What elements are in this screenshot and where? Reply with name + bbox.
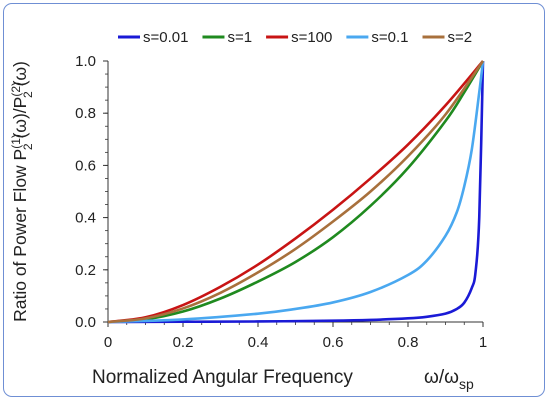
legend-label-s-0-1: s=0.1	[371, 29, 408, 46]
plot-area	[107, 60, 485, 324]
y-axis-label-part: P	[10, 97, 30, 109]
y-tick-label: 1.0	[75, 53, 96, 70]
y-tick-label: 0.0	[75, 314, 96, 331]
y-tick-label: 0.8	[75, 105, 96, 122]
x-axis-label: Normalized Angular Frequency	[92, 367, 353, 388]
legend-label-s-100: s=100	[291, 29, 332, 46]
y-axis-label-part: P	[10, 149, 30, 161]
x-tick-label: 0.8	[398, 334, 419, 351]
axes: 0 0.2 0.4 0.6 0.8 1 0.0 0.2 0.4 0.6 0.8 1.0	[75, 53, 487, 351]
y-axis-label-part: (1)	[9, 134, 23, 149]
x-tick-label: 0.2	[173, 334, 194, 351]
series-line-s-1	[107, 60, 485, 324]
chart-frame	[3, 3, 545, 397]
x-axis-symbol-base: ω/ω	[424, 367, 459, 388]
series-line-s-0-1	[107, 60, 485, 324]
series-line-s-2	[107, 60, 485, 324]
legend-label-s-2: s=2	[448, 29, 473, 46]
y-axis-label-part: Ratio of Power Flow	[10, 160, 30, 321]
x-tick-label: 0.6	[323, 334, 344, 351]
y-tick-label: 0.6	[75, 157, 96, 174]
y-axis-label: Ratio of Power Flow P(1)2 (ω)/P(2)2 (ω)	[9, 61, 35, 322]
axis-labels: Ratio of Power Flow P(1)2 (ω)/P(2)2 (ω)N…	[9, 61, 474, 392]
series-line-s-100	[107, 60, 484, 324]
x-tick-label: 1	[479, 334, 487, 351]
y-axis-label-part: (2)	[9, 82, 23, 97]
series-line-s-0-01	[107, 60, 485, 324]
x-tick-label: 0.4	[248, 334, 269, 351]
y-tick-label: 0.4	[75, 210, 96, 227]
x-tick-label: 0	[104, 334, 112, 351]
y-axis-label-part: 2	[21, 143, 35, 150]
legend: s=0.01 s=1 s=100 s=0.1 s=2	[118, 29, 472, 46]
legend-label-s-1: s=1	[227, 29, 252, 46]
y-axis-label-part: (ω)/	[10, 108, 30, 143]
y-tick-label: 0.2	[75, 262, 96, 279]
legend-label-s-0-01: s=0.01	[143, 29, 188, 46]
x-axis-symbol-sub: sp	[459, 376, 474, 392]
y-axis-label-part: 2	[21, 91, 35, 98]
x-axis-symbol: ω/ωsp	[424, 367, 474, 392]
y-axis-label-part: (ω)	[10, 61, 30, 91]
